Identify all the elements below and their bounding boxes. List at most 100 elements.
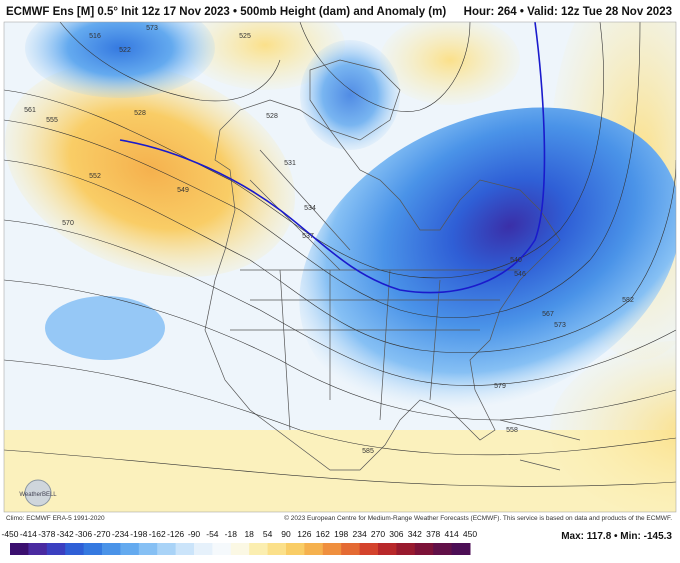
colorbar-swatch [414,543,434,555]
colorbar-tick-label: -378 [38,529,55,539]
colorbar-tick-label: 198 [334,529,348,539]
anomaly-atlantic [550,340,676,512]
colorbar-swatch [175,543,195,555]
contour-label: 558 [506,427,518,434]
contour-label: 567 [542,311,554,318]
map-title: ECMWF Ens [M] 0.5° Init 12z 17 Nov 2023 … [6,6,446,18]
anomaly-east-trough [299,107,676,413]
contour-label: 528 [266,113,278,120]
colorbar-tick-label: -54 [206,529,219,539]
contour-label: 534 [304,205,316,212]
anomaly-gulf-alaska [25,22,215,98]
colorbar-tick-label: -414 [20,529,37,539]
colorbar-tick-label: 162 [316,529,330,539]
colorbar-tick-label: 234 [353,529,367,539]
anomaly-arctic-ridge [380,22,520,105]
contour [4,159,676,353]
colorbar-swatch [359,543,379,555]
colorbar-swatch [286,543,305,555]
colorbar-tick-label: -90 [188,529,201,539]
valid-time: Hour: 264 • Valid: 12z Tue 28 Nov 2023 [464,6,672,18]
contour-label: 537 [302,233,314,240]
contour-label: 573 [146,25,158,32]
colorbar-swatch [65,543,85,555]
colorbar-tick-label: -450 [1,529,18,539]
caribbean [499,419,581,471]
colorbar: -450 -414 -378 -342 -306 -270 -234 -198 -162 -126… [1,529,477,555]
colorbar-swatch [378,543,397,555]
map-frame [3,21,677,513]
colorbar-tick-label: -306 [75,529,92,539]
colorbar-swatch [102,543,121,555]
colorbar-swatch [212,543,232,555]
colorbar-swatch [267,543,287,555]
colorbar-swatch [46,543,66,555]
colorbar-tick-label: -342 [57,529,74,539]
colorbar-swatch [304,543,324,555]
contour-labels: 516 522 528 573 525 528 531 534 537 540 546 549 552 5… [24,25,634,455]
climo-note: Climo: ECMWF ERA-5 1991-2020 [6,515,105,522]
colorbar-tick-label: 342 [408,529,422,539]
contour-label: 525 [239,33,251,40]
colorbar-swatch [138,543,158,555]
anomaly-west-ridge [4,62,296,278]
colorbar-swatch [10,543,29,555]
map: 516 522 528 573 525 528 531 534 537 540 546 549 552 5… [4,22,676,512]
colorbar-swatch [194,543,213,555]
colorbar-swatch [83,543,103,555]
contour-label: 531 [284,160,296,167]
colorbar-swatch [28,543,48,555]
contour [4,22,641,318]
anomaly-arctic-trough [300,40,400,150]
north-america [204,99,561,471]
contour-label: 546 [514,271,526,278]
contour-label: 582 [622,297,634,304]
colorbar-tick-label: -18 [225,529,238,539]
contour [4,22,604,279]
credit: © 2023 European Centre for Medium-Range … [284,514,672,522]
colorbar-swatch [230,543,250,555]
provinces [249,149,351,271]
logo-icon [24,479,52,507]
logo: WeatherBELL [19,492,57,498]
max-min: Max: 117.8 • Min: -145.3 [561,531,672,542]
colorbar-tick-label: 450 [463,529,477,539]
contour-label: 570 [62,220,74,227]
contour-label: 522 [119,47,131,54]
colorbar-tick-label: -234 [112,529,129,539]
contour-label: 561 [24,107,36,114]
colorbar-tick-label: 18 [244,529,254,539]
contour [4,359,676,456]
arctic-islands [309,59,401,141]
contour-label: 555 [46,117,58,124]
colorbar-tick-label: 306 [389,529,403,539]
colorbar-tick-label: 54 [263,529,273,539]
contour [4,279,676,421]
colorbar-tick-label: 414 [445,529,459,539]
colorbar-tick-label: 90 [281,529,291,539]
colorbar-swatch [396,543,416,555]
colorbar-swatch [120,543,140,555]
colorbar-tick-label: 126 [297,529,311,539]
colorbar-tick-label: 270 [371,529,385,539]
contour [299,22,471,112]
colorbar-tick-label: -270 [93,529,110,539]
colorbar-swatch [249,543,269,555]
colorbar-tick-label: -198 [130,529,147,539]
colorbar-swatch [157,543,177,555]
colorbar-swatch [451,543,471,555]
contour-label: 516 [89,33,101,40]
colorbar-tick-label: -126 [167,529,184,539]
colorbar-swatch [433,543,453,555]
contour-label: 573 [554,322,566,329]
contour [4,219,676,386]
colorbar-tick-label: -162 [149,529,166,539]
contour-label: 579 [494,383,506,390]
contour [59,22,281,102]
contour-label: 585 [362,448,374,455]
anomaly-pacific [45,296,165,360]
contour-label: 540 [510,257,522,264]
contour-label: 549 [177,187,189,194]
